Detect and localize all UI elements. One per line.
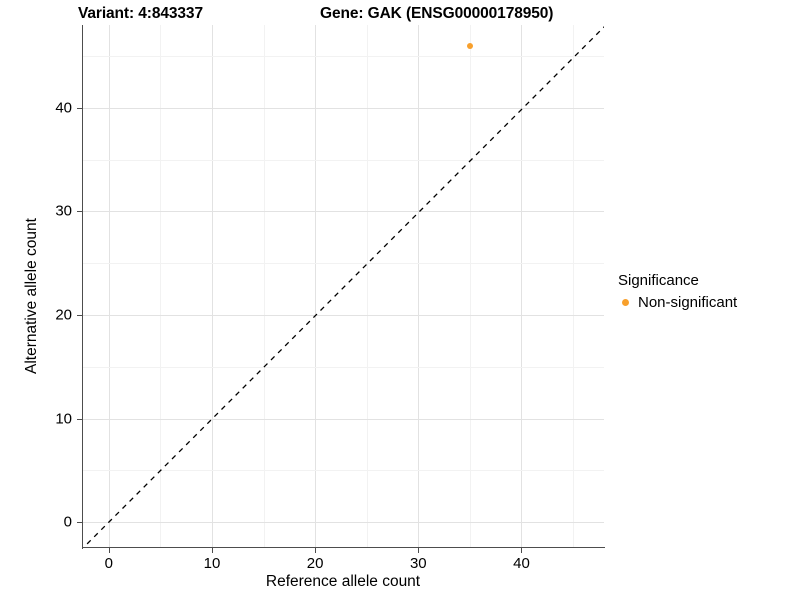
- gridline-minor: [83, 470, 604, 472]
- x-tick-label: 20: [306, 555, 324, 572]
- gridline-major: [521, 25, 523, 548]
- gridline-major: [108, 25, 110, 548]
- gridline-major: [211, 25, 213, 548]
- x-tick: [521, 548, 523, 553]
- legend-key-swatch: [618, 294, 633, 310]
- gridline-minor: [83, 263, 604, 265]
- legend-items: Non-significant: [618, 292, 737, 312]
- x-tick-label: 10: [203, 555, 221, 572]
- gridline-major: [83, 522, 604, 524]
- gridline-minor: [573, 25, 575, 548]
- gridline-minor: [83, 366, 604, 368]
- scatter-point[interactable]: [466, 42, 473, 49]
- y-axis-label: Alternative allele count: [23, 218, 40, 374]
- gridline-minor: [469, 25, 471, 548]
- gene-title: Gene: GAK (ENSG00000178950): [320, 5, 554, 22]
- gridline-minor: [83, 159, 604, 161]
- y-tick: [77, 522, 82, 524]
- x-tick-label: 30: [409, 555, 427, 572]
- gridline-major: [83, 211, 604, 213]
- y-tick-label: 0: [63, 513, 72, 531]
- y-tick-label: 40: [55, 99, 72, 117]
- x-axis-line: [83, 547, 605, 549]
- x-tick-label: 0: [104, 555, 113, 572]
- y-tick: [77, 107, 82, 109]
- x-tick-label: 40: [513, 555, 530, 572]
- legend-item-label: Non-significant: [638, 293, 738, 311]
- legend-item[interactable]: Non-significant: [618, 292, 737, 312]
- x-axis-label: Reference allele count: [265, 573, 421, 590]
- y-tick-label: 10: [55, 410, 72, 428]
- y-tick-label: 30: [55, 202, 72, 220]
- plot-panel: [83, 25, 604, 548]
- y-tick-label: 20: [55, 306, 72, 324]
- gridline-major: [315, 25, 317, 548]
- gridline-minor: [366, 25, 368, 548]
- diagonal-reference-line: [83, 26, 604, 548]
- y-tick: [77, 211, 82, 213]
- y-axis-line: [82, 25, 84, 549]
- gridline-major: [83, 314, 604, 316]
- gridline-major: [418, 25, 420, 548]
- gridline-minor: [83, 56, 604, 58]
- gridline-major: [83, 418, 604, 420]
- x-tick: [211, 548, 213, 553]
- y-tick: [77, 314, 82, 316]
- y-tick: [77, 418, 82, 420]
- x-tick: [108, 548, 110, 553]
- x-tick: [418, 548, 420, 553]
- legend: Significance Non-significant: [618, 272, 737, 312]
- legend-dot-icon: [622, 298, 629, 306]
- gridline-major: [83, 107, 604, 109]
- gridline-minor: [263, 25, 265, 548]
- legend-title: Significance: [618, 272, 699, 289]
- gridline-minor: [160, 25, 162, 548]
- x-tick: [315, 548, 317, 553]
- variant-title: Variant: 4:843337: [78, 5, 203, 22]
